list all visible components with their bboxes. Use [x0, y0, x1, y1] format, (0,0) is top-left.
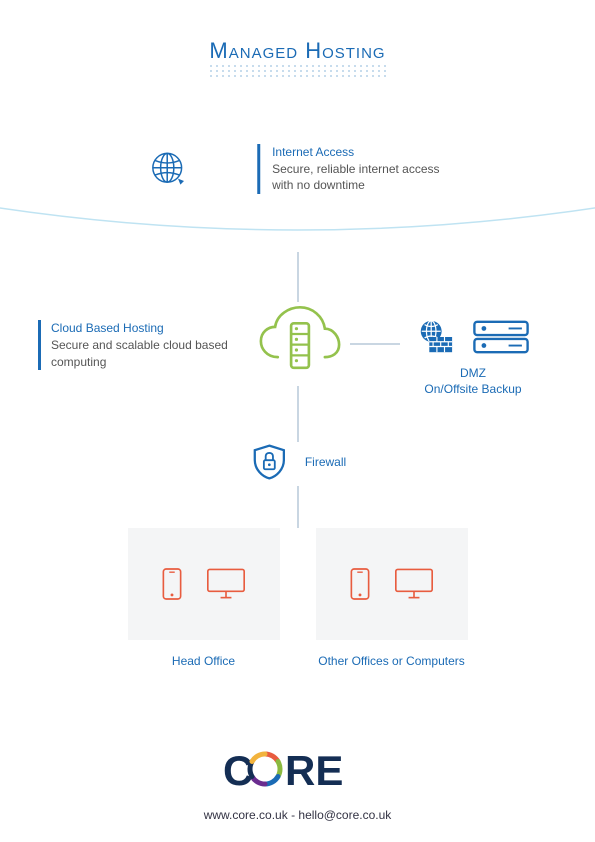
svg-text:RE: RE [285, 747, 343, 794]
phone-icon [350, 567, 370, 601]
head-office-label: Head Office [128, 654, 280, 670]
firewall-label: Firewall [305, 455, 346, 469]
cloud-sub: Secure and scalable cloud based computin… [51, 337, 228, 371]
internet-text-block: Internet Access Secure, reliable interne… [257, 144, 446, 194]
contact-line: www.core.co.uk - hello@core.co.uk [0, 808, 595, 822]
dmz-globe-firewall-icon [416, 318, 454, 356]
server-rack-icon [472, 318, 530, 356]
title-underline-dots [0, 64, 595, 78]
connector-vertical-3 [297, 486, 299, 528]
firewall-section: Firewall [249, 442, 346, 482]
head-office-box [128, 528, 280, 640]
dmz-label-1: DMZ [408, 366, 538, 382]
globe-icon [149, 140, 187, 198]
connector-horizontal-1 [350, 343, 400, 345]
cloud-text-block: Cloud Based Hosting Secure and scalable … [38, 320, 228, 370]
cloud-heading: Cloud Based Hosting [51, 320, 228, 337]
page-title: Managed Hosting [0, 38, 595, 64]
connector-vertical-2 [297, 386, 299, 442]
monitor-icon [394, 567, 434, 601]
other-offices-label: Other Offices or Computers [316, 654, 468, 670]
cloud-server-icon [255, 302, 345, 382]
internet-section: Internet Access Secure, reliable interne… [149, 140, 447, 198]
internet-heading: Internet Access [272, 144, 446, 161]
other-offices-box [316, 528, 468, 640]
connector-vertical-1 [297, 252, 299, 302]
other-offices-block: Other Offices or Computers [316, 528, 468, 670]
head-office-block: Head Office [128, 528, 280, 670]
monitor-icon [206, 567, 246, 601]
internet-sub: Secure, reliable internet access with no… [272, 161, 446, 195]
shield-lock-icon [249, 442, 289, 482]
logo: C RE [0, 745, 595, 800]
dmz-section: DMZ On/Offsite Backup [408, 318, 538, 397]
offices-row: Head Office Other Offices or Computers [0, 528, 595, 670]
phone-icon [162, 567, 182, 601]
dmz-label-2: On/Offsite Backup [408, 382, 538, 398]
